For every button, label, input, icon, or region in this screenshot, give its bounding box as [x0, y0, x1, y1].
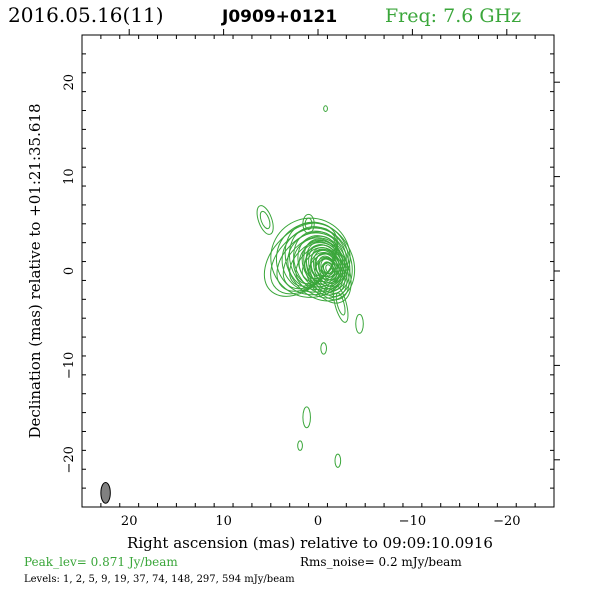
contour-line [293, 230, 351, 296]
contour-line [259, 210, 271, 230]
contour-line [256, 205, 274, 235]
y-tick-label: 10 [62, 168, 77, 185]
contour-line [334, 453, 342, 468]
contour-line [302, 213, 315, 234]
y-axis-label: Declination (mas) relative to +01:21:35.… [26, 103, 44, 438]
source-name: J0909+0121 [221, 7, 337, 27]
contour-line [270, 217, 351, 298]
contour-line [323, 105, 328, 112]
rms-noise: Rms_noise= 0.2 mJy/beam [300, 555, 462, 569]
contour-set [256, 105, 364, 468]
contour-line [320, 342, 327, 355]
beam-shape [100, 481, 111, 504]
axis-tick-labels: 20 10 0 −10 −20 20 10 0 −10 −20 [62, 74, 521, 529]
peak-level: Peak_lev= 0.871 Jy/beam [24, 555, 178, 569]
contour-levels: Levels: 1, 2, 5, 9, 19, 37, 74, 148, 297… [24, 574, 295, 585]
observation-date: 2016.05.16(11) [8, 3, 164, 27]
contour-line [302, 406, 311, 429]
contour-line [335, 292, 346, 316]
contour-line [332, 285, 349, 323]
y-tick-label: −20 [62, 446, 77, 473]
x-tick-label: 0 [314, 514, 322, 529]
contour-line [297, 440, 303, 451]
contour-line [304, 217, 313, 230]
contour-line [320, 262, 333, 274]
x-tick-label: −10 [399, 514, 426, 529]
axis-ticks [81, 29, 560, 508]
y-tick-label: 0 [62, 267, 77, 275]
x-tick-label: −20 [493, 514, 520, 529]
frequency-label: Freq: 7.6 GHz [385, 5, 521, 27]
plot-frame [81, 34, 555, 508]
x-axis-label: Right ascension (mas) relative to 09:09:… [127, 534, 493, 552]
x-tick-label: 10 [215, 514, 232, 529]
x-tick-label: 20 [121, 514, 138, 529]
beam-ellipse [100, 481, 111, 504]
contour-line [288, 226, 353, 299]
y-tick-label: 20 [62, 74, 77, 91]
contour-line [355, 313, 364, 334]
y-tick-label: −10 [62, 352, 77, 379]
